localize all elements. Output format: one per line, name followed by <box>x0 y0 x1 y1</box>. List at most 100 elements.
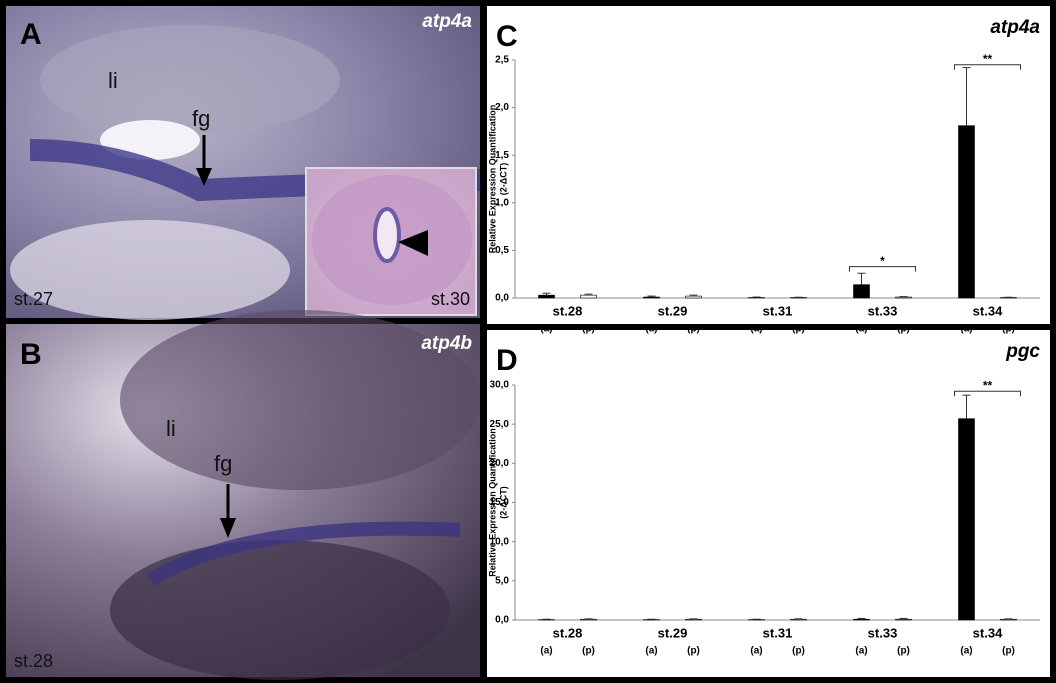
stage-label: st.27 <box>14 289 53 309</box>
y-tick-label: 0,0 <box>495 615 509 626</box>
bar <box>685 295 702 299</box>
series-label: (a) <box>855 324 867 335</box>
tissue-label: fg <box>192 106 210 131</box>
series-label: (a) <box>540 324 552 335</box>
arrowhead <box>398 230 428 256</box>
series-label: (p) <box>897 646 910 657</box>
x-tick-label: st.34 <box>973 625 1003 640</box>
photo-shape <box>146 521 461 587</box>
y-tick-label: 0,0 <box>495 293 509 304</box>
photo-shape <box>373 207 401 263</box>
series-label: (p) <box>687 646 700 657</box>
bar <box>958 125 975 299</box>
series-label: (a) <box>960 646 972 657</box>
photo-shape <box>40 25 340 135</box>
series-label: (a) <box>750 646 762 657</box>
photo-shape <box>10 220 290 320</box>
gene-label: atp4a <box>422 11 472 32</box>
significance-bracket <box>849 266 916 272</box>
y-tick-label: 20,0 <box>490 458 510 469</box>
series-label: (a) <box>960 324 972 335</box>
x-tick-label: st.31 <box>763 303 793 318</box>
error-bar <box>962 394 971 419</box>
significance-label: * <box>880 254 885 268</box>
bar <box>790 618 807 621</box>
y-tick-label: 30,0 <box>490 380 510 391</box>
bar <box>853 618 870 621</box>
arrow-head <box>196 168 212 186</box>
series-label: (a) <box>540 646 552 657</box>
chart-c-bg <box>487 6 1050 324</box>
bar <box>580 294 597 299</box>
y-tick-label: 0,5 <box>495 245 509 256</box>
error-bar <box>857 617 866 620</box>
y-tick-label: 5,0 <box>495 575 509 586</box>
bar <box>1000 618 1017 621</box>
series-label: (p) <box>1002 324 1015 335</box>
photo-shape <box>100 120 200 160</box>
series-label: (a) <box>855 646 867 657</box>
series-label: (p) <box>897 324 910 335</box>
x-tick-label: st.33 <box>868 625 898 640</box>
y-tick-label: 10,0 <box>490 536 510 547</box>
y-axis-label: Relative Expression Quantification <box>487 105 497 254</box>
series-label: (a) <box>645 324 657 335</box>
series-label: (p) <box>582 646 595 657</box>
panel-label: A <box>20 18 42 51</box>
error-bar <box>962 67 971 126</box>
bar <box>685 618 702 621</box>
stage-label: st.30 <box>431 289 470 309</box>
error-bar <box>899 617 908 620</box>
series-label: (p) <box>582 324 595 335</box>
x-tick-label: st.29 <box>658 303 688 318</box>
error-bar <box>647 295 656 298</box>
significance-bracket <box>954 390 1021 397</box>
error-bar <box>857 272 866 285</box>
series-label: (a) <box>645 646 657 657</box>
y-tick-label: 1,5 <box>495 150 509 161</box>
series-label: (p) <box>1002 646 1015 657</box>
series-label: (p) <box>792 324 805 335</box>
error-bar <box>584 293 593 296</box>
bar <box>895 296 912 299</box>
error-bar <box>689 294 698 297</box>
series-label: (p) <box>687 324 700 335</box>
x-tick-label: st.33 <box>868 303 898 318</box>
y-tick-label: 25,0 <box>490 419 510 430</box>
series-label: (a) <box>750 324 762 335</box>
x-tick-label: st.28 <box>553 303 583 318</box>
x-tick-label: st.28 <box>553 625 583 640</box>
y-tick-label: 15,0 <box>490 497 510 508</box>
bar <box>643 296 660 299</box>
panel-label: C <box>496 20 518 53</box>
photo-shape <box>120 310 480 490</box>
tissue-label: li <box>166 416 176 441</box>
tissue-label: fg <box>214 451 232 476</box>
panel-label: D <box>496 344 518 377</box>
panel-label: B <box>20 338 42 371</box>
bar <box>958 418 975 621</box>
y-axis-label: Relative Expression Quantification <box>487 428 497 577</box>
series-label: (p) <box>792 646 805 657</box>
chart-title: atp4a <box>990 17 1040 38</box>
bar <box>853 284 870 299</box>
arrow-head <box>220 518 236 538</box>
gene-label: atp4b <box>421 333 472 354</box>
bar <box>895 618 912 621</box>
x-tick-label: st.34 <box>973 303 1003 318</box>
y-tick-label: 2,0 <box>495 102 509 113</box>
tissue-label: li <box>108 68 118 93</box>
stage-label: st.28 <box>14 651 53 671</box>
y-axis-label: (2-ΔCT) <box>498 163 508 195</box>
bar <box>580 618 597 621</box>
y-tick-label: 1,0 <box>495 197 509 208</box>
significance-label: ** <box>983 378 993 392</box>
y-axis-label: (2-ΔCT) <box>498 486 508 518</box>
significance-bracket <box>954 64 1021 70</box>
y-tick-label: 2,5 <box>495 55 509 66</box>
x-tick-label: st.29 <box>658 625 688 640</box>
bar <box>538 294 555 299</box>
photo-shape <box>110 540 450 680</box>
error-bar <box>542 292 551 296</box>
